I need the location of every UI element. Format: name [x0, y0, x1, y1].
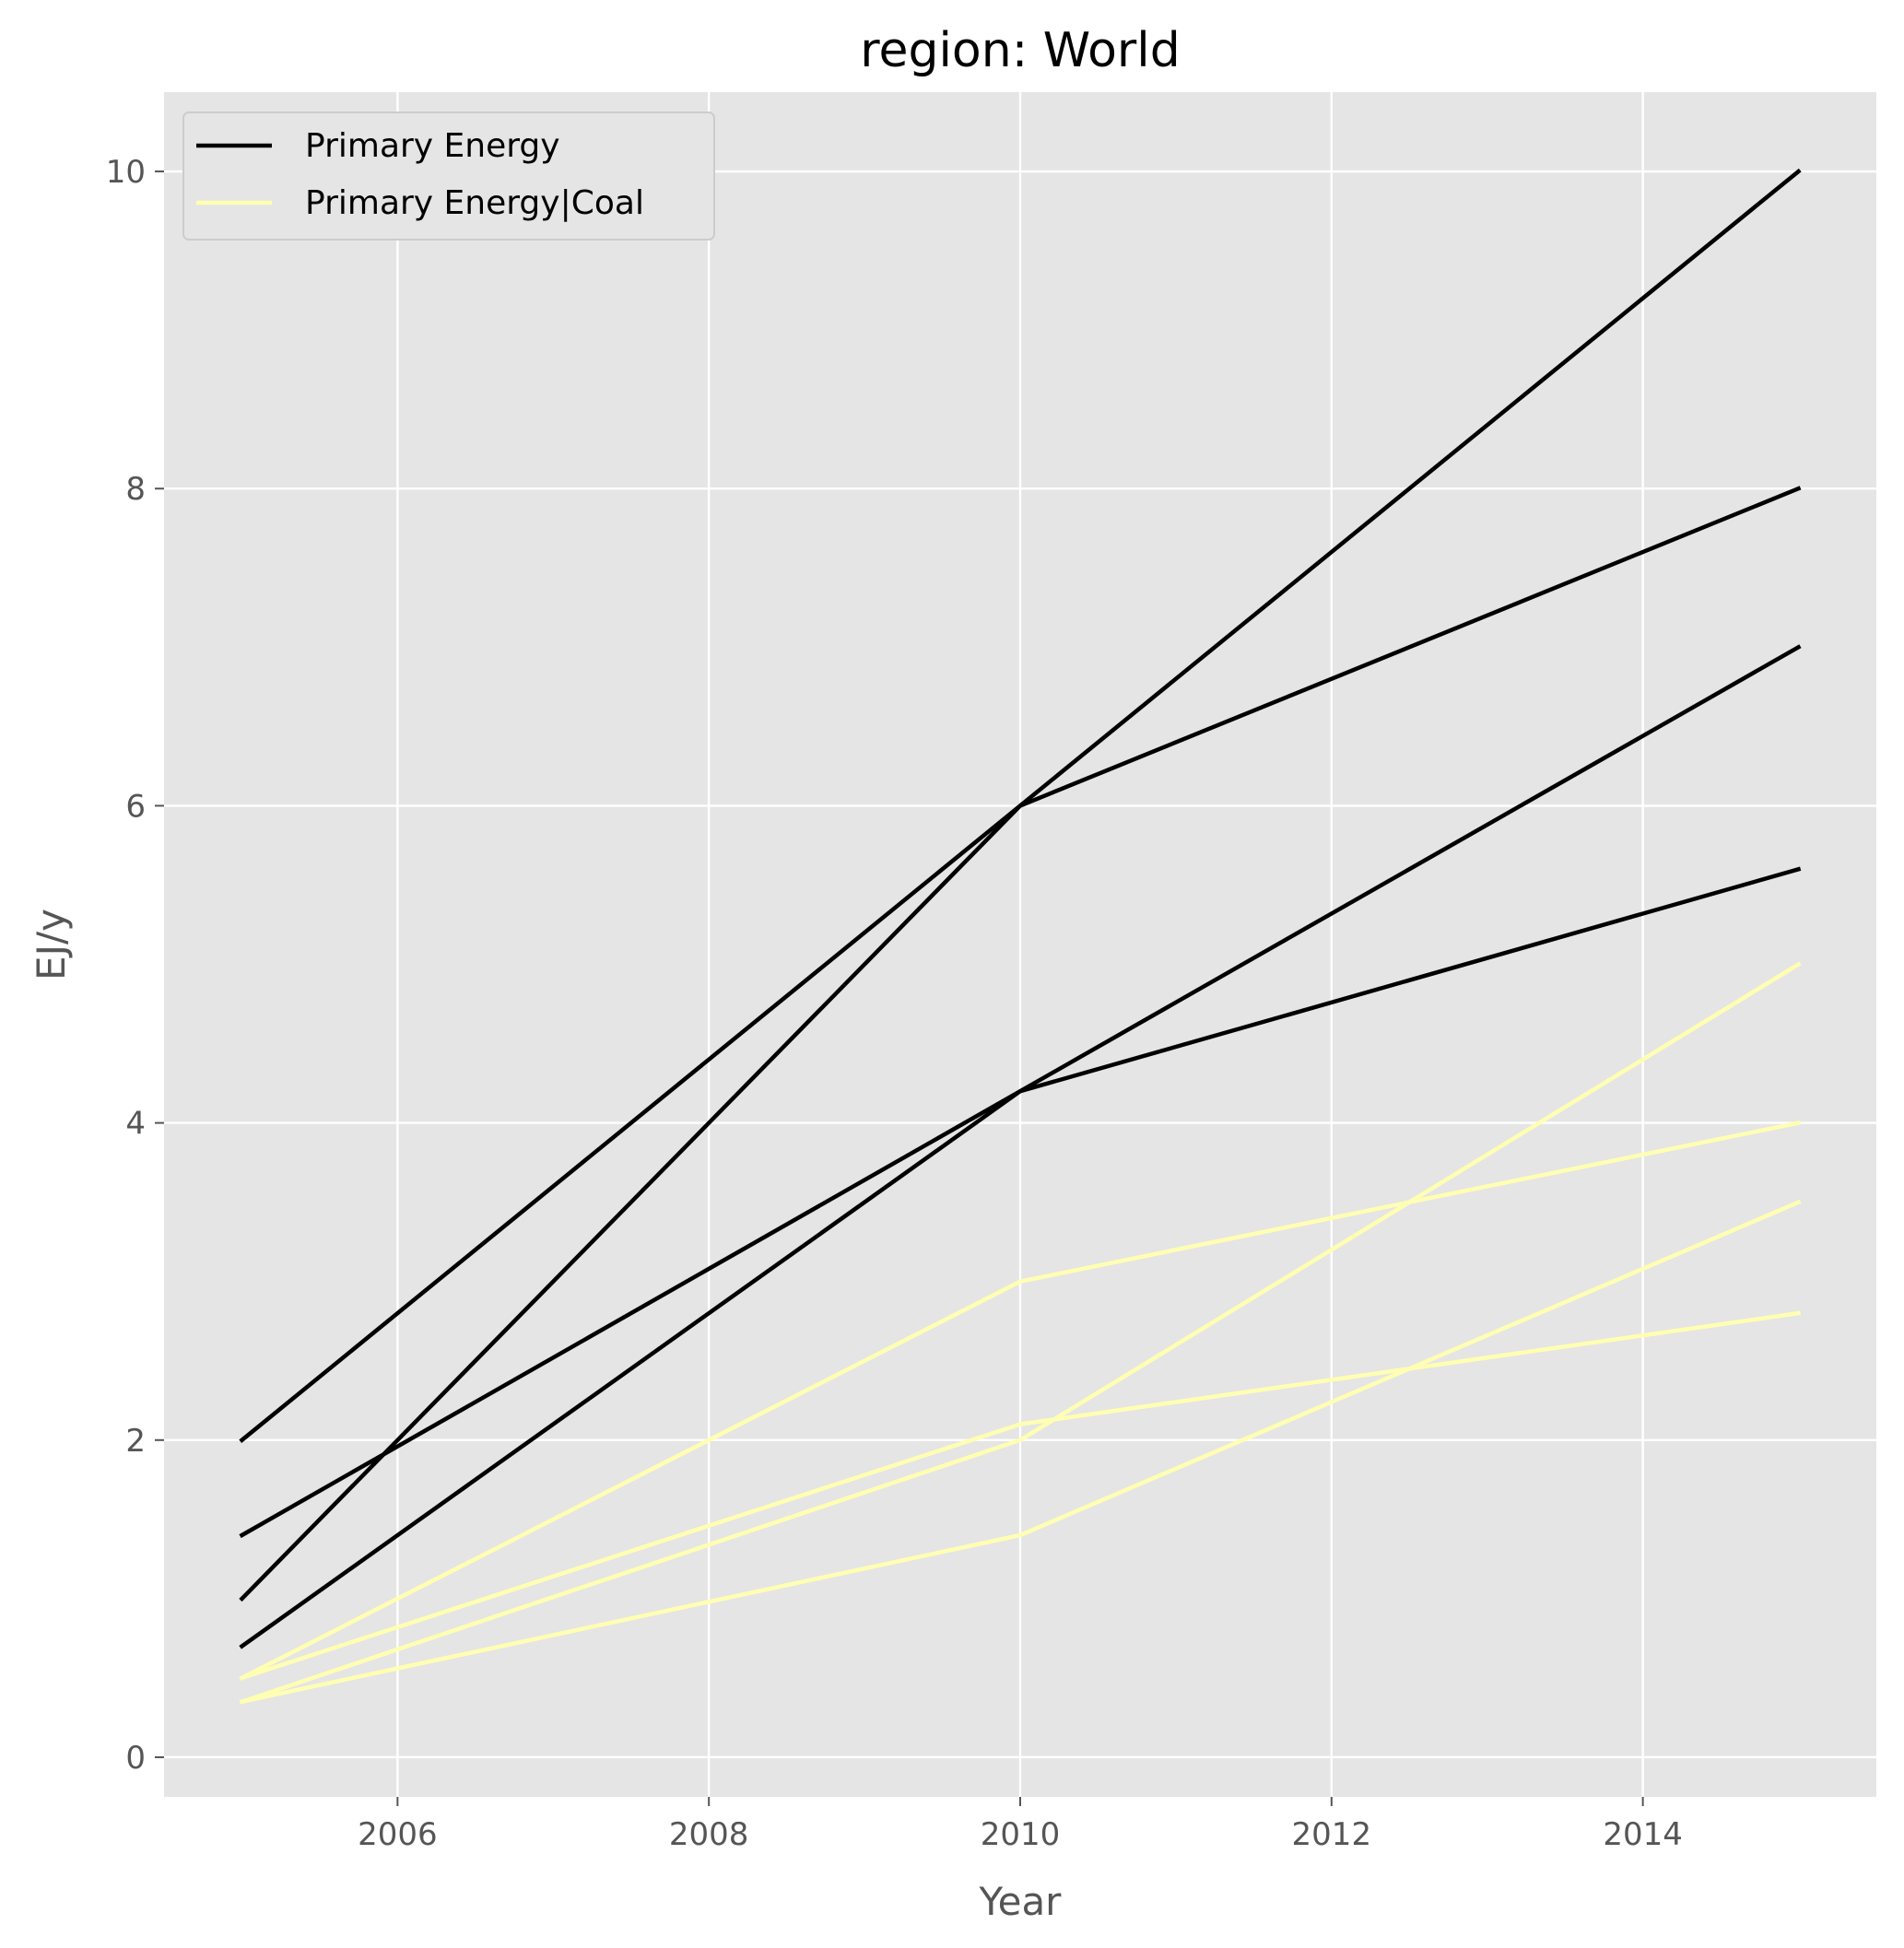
y-tick-label: 8 [125, 471, 146, 508]
series-line-primary-energy [239, 486, 1802, 1602]
y-tick-label: 0 [125, 1740, 146, 1777]
x-tick-label: 2008 [669, 1816, 749, 1853]
legend-label: Primary Energy [305, 127, 560, 165]
y-tick-label: 6 [125, 788, 146, 825]
y-tick-label: 10 [106, 154, 146, 191]
series-lines [239, 168, 1802, 1705]
x-tick-label: 2006 [358, 1816, 438, 1853]
series-line-primary-energy-coal [239, 1199, 1802, 1705]
x-tick-label: 2010 [981, 1816, 1061, 1853]
x-axis-label: Year [979, 1879, 1063, 1924]
x-tick-label: 2014 [1603, 1816, 1683, 1853]
series-line-primary-energy-coal [239, 1120, 1802, 1681]
legend: Primary Energy Primary Energy|Coal [182, 111, 715, 241]
series-line-primary-energy-coal [239, 1310, 1802, 1681]
series-line-primary-energy-coal [239, 961, 1802, 1705]
series-line-primary-energy [239, 866, 1802, 1539]
legend-label: Primary Energy|Coal [305, 184, 644, 222]
y-tick-label: 4 [125, 1106, 146, 1143]
y-axis-label: EJ/y [29, 909, 74, 980]
chart-title: region: World [860, 23, 1181, 78]
y-tick-label: 2 [125, 1423, 146, 1460]
legend-box [182, 111, 715, 241]
x-tick-label: 2012 [1292, 1816, 1372, 1853]
axis-ticks: 2006 2008 2010 2012 2014 0 2 4 6 8 10 [106, 154, 1683, 1853]
